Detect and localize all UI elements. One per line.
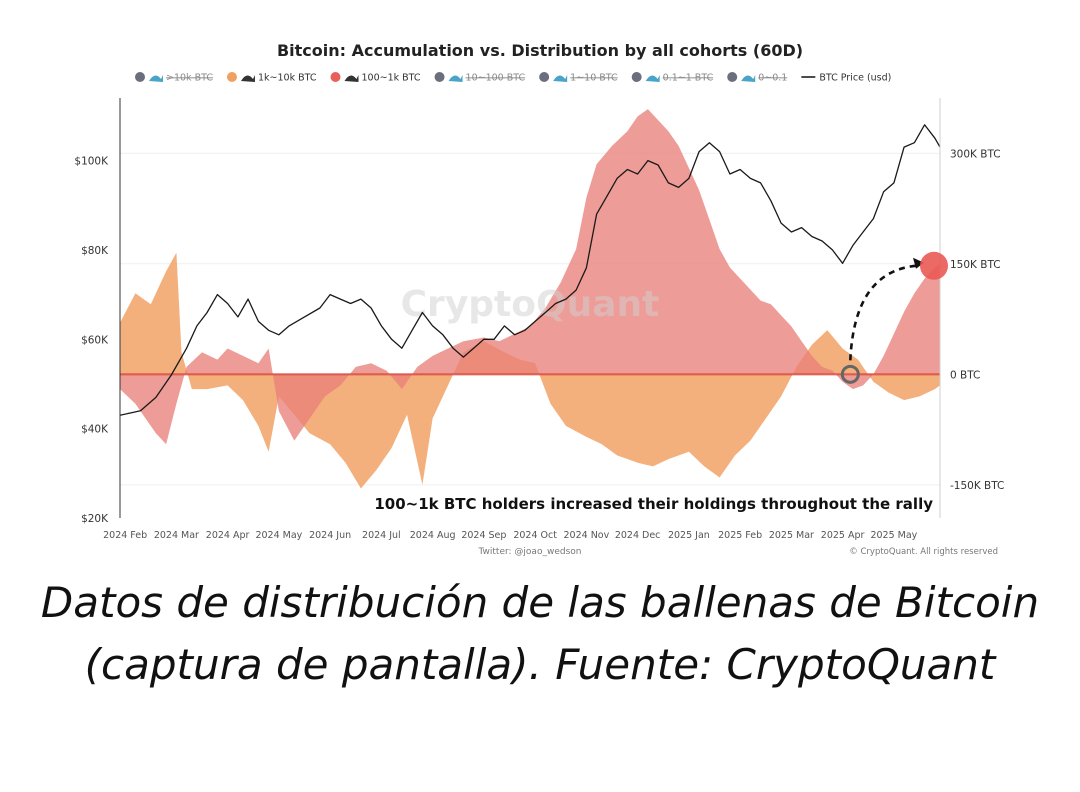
credit-copyright: © CryptoQuant. All rights reserved	[849, 547, 998, 557]
x-tick-label: 2024 Apr	[206, 530, 250, 541]
legend-swatch	[727, 72, 738, 82]
crab-icon	[553, 75, 568, 82]
legend-label: 1k~10k BTC	[258, 73, 317, 84]
x-tick-label: 2025 Feb	[718, 530, 762, 541]
x-tick-label: 2024 Feb	[103, 530, 147, 541]
legend-item[interactable]: 1~10 BTC	[539, 72, 618, 84]
dolphin-icon	[448, 75, 463, 82]
legend-label: 100~1k BTC	[361, 73, 420, 84]
x-tick-label: 2024 Sep	[461, 530, 506, 541]
legend-swatch	[226, 72, 237, 82]
x-tick-label: 2024 Mar	[154, 530, 199, 541]
image-caption: Datos de distribución de las ballenas de…	[40, 578, 1040, 689]
chart-annotation: 100~1k BTC holders increased their holdi…	[374, 495, 933, 513]
legend-label: 10~100 BTC	[466, 73, 526, 84]
cohort-areas	[120, 109, 940, 489]
trend-highlight	[840, 251, 948, 384]
legend-label: 0~0.1	[758, 73, 787, 84]
x-tick-label: 2024 Jun	[309, 530, 351, 541]
legend-item[interactable]: 0~0.1	[727, 72, 787, 84]
legend-swatch	[631, 72, 642, 82]
x-tick-label: 2024 Aug	[410, 530, 456, 541]
legend-item[interactable]: BTC Price (usd)	[801, 73, 891, 84]
legend-label: >10k BTC	[166, 73, 213, 84]
shrimp-icon	[741, 75, 756, 82]
x-tick-label: 2024 Oct	[513, 530, 557, 541]
legend-item[interactable]: 100~1k BTC	[330, 72, 421, 84]
credit-twitter: Twitter: @joao_wedson	[478, 547, 582, 557]
legend-item[interactable]: >10k BTC	[135, 72, 213, 84]
legend-swatch	[539, 72, 550, 82]
watermark-text: CryptoQuant	[401, 284, 660, 325]
y-left-tick-label: $80K	[81, 245, 109, 257]
chart-legend[interactable]: >10k BTC 1k~10k BTC 100~1k BTC 10~100 BTC 1~…	[135, 72, 891, 84]
legend-label: 0.1~1 BTC	[663, 73, 714, 84]
area-series-2	[120, 109, 940, 445]
x-tick-label: 2024 Jul	[362, 530, 401, 541]
start-marker	[840, 364, 860, 384]
x-tick-label: 2025 Jan	[668, 530, 710, 541]
x-tick-label: 2024 Nov	[564, 530, 610, 541]
x-tick-label: 2024 Dec	[615, 530, 661, 541]
x-tick-label: 2025 Mar	[769, 530, 814, 541]
legend-label: 1~10 BTC	[570, 73, 618, 84]
trend-arrow-head	[913, 257, 924, 269]
trend-arrow-path	[849, 264, 917, 361]
legend-item[interactable]: 10~100 BTC	[434, 72, 526, 84]
humpback-icon	[149, 75, 163, 82]
btc-price-line-group	[119, 124, 941, 416]
x-tick-label: 2025 Apr	[821, 530, 865, 541]
y-right-tick-label: 0 BTC	[950, 369, 980, 381]
accumulation-distribution-chart: Bitcoin: Accumulation vs. Distribution b…	[74, 41, 1004, 557]
y-left-tick-label: $100K	[74, 156, 109, 168]
y-left-tick-label: $20K	[81, 513, 109, 525]
btc-price-line	[119, 124, 941, 416]
chart-panel: Bitcoin: Accumulation vs. Distribution b…	[74, 41, 1004, 557]
legend-item[interactable]: 1k~10k BTC	[226, 72, 317, 84]
legend-swatch	[135, 72, 145, 82]
legend-label: BTC Price (usd)	[819, 73, 891, 84]
x-tick-label: 2025 May	[870, 530, 917, 541]
whale-icon	[240, 75, 255, 82]
y-left-tick-label: $60K	[81, 334, 109, 346]
x-tick-label: 2024 May	[255, 530, 302, 541]
y-left-tick-label: $40K	[81, 424, 109, 436]
end-marker	[920, 251, 948, 280]
y-right-tick-label: 300K BTC	[950, 148, 1001, 160]
chart-title: Bitcoin: Accumulation vs. Distribution b…	[277, 41, 803, 60]
shark-icon	[344, 75, 359, 82]
legend-swatch	[330, 72, 341, 82]
chart-axes: $20K $40K $60K $80K $100K 300K BTC 150K BTC 0 B…	[74, 98, 1004, 541]
y-right-tick-label: -150K BTC	[950, 480, 1004, 492]
octopus-icon	[645, 75, 660, 82]
y-right-tick-label: 150K BTC	[950, 259, 1001, 271]
legend-item[interactable]: 0.1~1 BTC	[631, 72, 714, 84]
legend-swatch	[434, 72, 445, 82]
